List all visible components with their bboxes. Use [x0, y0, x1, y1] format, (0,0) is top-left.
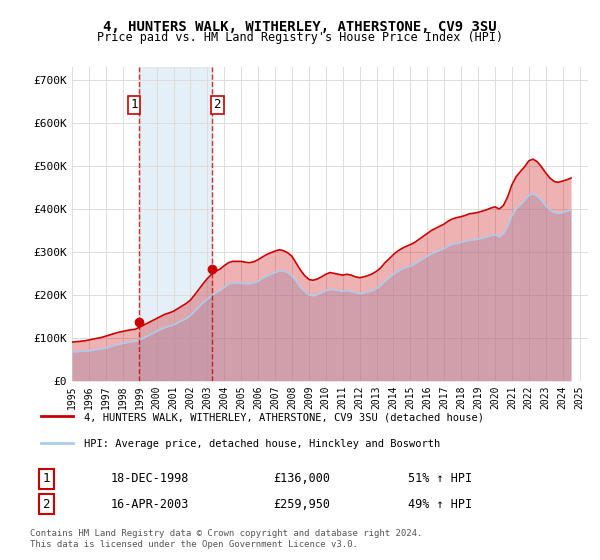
Text: 2: 2: [214, 99, 221, 111]
Text: 4, HUNTERS WALK, WITHERLEY, ATHERSTONE, CV9 3SU: 4, HUNTERS WALK, WITHERLEY, ATHERSTONE, …: [103, 20, 497, 34]
Text: £136,000: £136,000: [273, 472, 330, 486]
Text: 49% ↑ HPI: 49% ↑ HPI: [408, 497, 472, 511]
Text: HPI: Average price, detached house, Hinckley and Bosworth: HPI: Average price, detached house, Hinc…: [84, 439, 440, 449]
Text: 16-APR-2003: 16-APR-2003: [111, 497, 190, 511]
Text: 4, HUNTERS WALK, WITHERLEY, ATHERSTONE, CV9 3SU (detached house): 4, HUNTERS WALK, WITHERLEY, ATHERSTONE, …: [84, 413, 484, 423]
Text: Contains HM Land Registry data © Crown copyright and database right 2024.
This d: Contains HM Land Registry data © Crown c…: [30, 529, 422, 549]
Text: Price paid vs. HM Land Registry's House Price Index (HPI): Price paid vs. HM Land Registry's House …: [97, 31, 503, 44]
Text: 1: 1: [130, 99, 137, 111]
Text: 2: 2: [43, 497, 50, 511]
Text: 18-DEC-1998: 18-DEC-1998: [111, 472, 190, 486]
Text: 1: 1: [43, 472, 50, 486]
Text: 51% ↑ HPI: 51% ↑ HPI: [408, 472, 472, 486]
Text: £259,950: £259,950: [273, 497, 330, 511]
Bar: [139, 67, 212, 381]
